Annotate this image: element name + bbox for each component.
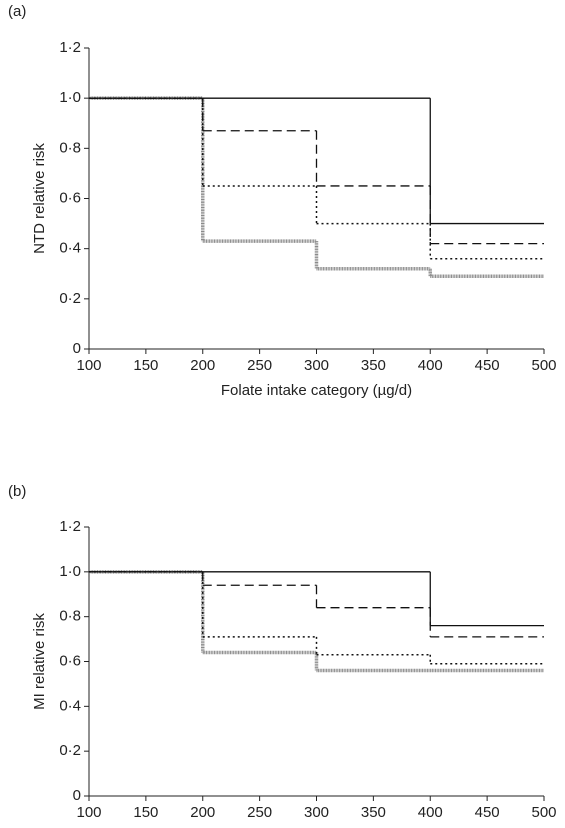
y-axis-label: NTD relative risk [31, 143, 48, 254]
x-tick-label: 150 [133, 804, 158, 821]
x-tick-label: 300 [304, 804, 329, 821]
x-tick-label: 250 [247, 357, 272, 374]
y-tick-label: 0·2 [59, 742, 81, 759]
x-tick-label: 400 [418, 357, 443, 374]
x-axis-label: Folate intake category (µg/d) [221, 382, 412, 399]
x-tick-label: 100 [76, 804, 101, 821]
y-tick-label: 0 [73, 340, 81, 357]
y-tick-label: 0·8 [59, 608, 81, 625]
x-tick-label: 450 [475, 804, 500, 821]
y-tick-label: 0·4 [59, 697, 81, 714]
x-tick-label: 400 [418, 804, 443, 821]
x-tick-label: 250 [247, 804, 272, 821]
y-tick-label: 0·4 [59, 240, 81, 257]
y-tick-label: 0 [73, 787, 81, 804]
x-tick-label: 300 [304, 357, 329, 374]
y-tick-label: 0·8 [59, 139, 81, 156]
panel-label: (b) [8, 483, 26, 500]
panel-label: (a) [8, 3, 26, 20]
y-tick-label: 1·0 [59, 563, 81, 580]
x-tick-label: 500 [531, 804, 556, 821]
y-tick-label: 0·6 [59, 189, 81, 206]
y-axis-label: MI relative risk [31, 613, 48, 710]
x-tick-label: 200 [190, 357, 215, 374]
x-tick-label: 450 [475, 357, 500, 374]
y-tick-label: 1·0 [59, 89, 81, 106]
y-tick-label: 0·2 [59, 290, 81, 307]
x-tick-label: 150 [133, 357, 158, 374]
y-tick-label: 1·2 [59, 39, 81, 56]
x-tick-label: 200 [190, 804, 215, 821]
x-tick-label: 100 [76, 357, 101, 374]
x-tick-label: 500 [531, 357, 556, 374]
x-tick-label: 350 [361, 357, 386, 374]
x-tick-label: 350 [361, 804, 386, 821]
y-tick-label: 1·2 [59, 518, 81, 535]
y-tick-label: 0·6 [59, 652, 81, 669]
